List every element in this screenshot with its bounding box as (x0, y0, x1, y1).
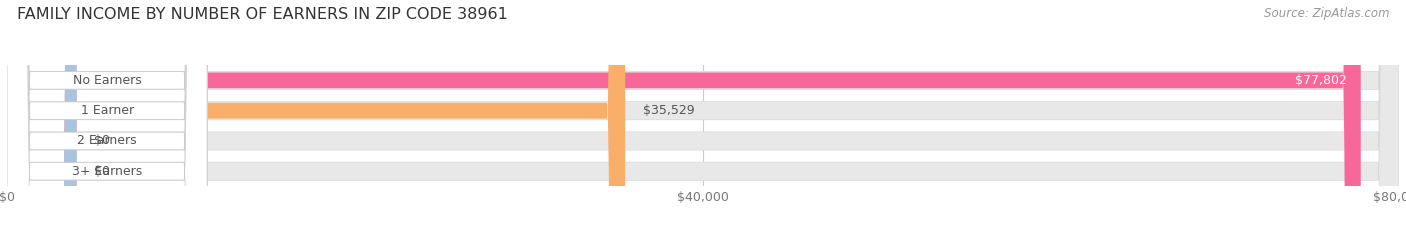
Text: Source: ZipAtlas.com: Source: ZipAtlas.com (1264, 7, 1389, 20)
FancyBboxPatch shape (7, 0, 207, 233)
FancyBboxPatch shape (7, 0, 77, 233)
Text: $0: $0 (94, 165, 110, 178)
FancyBboxPatch shape (7, 0, 626, 233)
Text: $35,529: $35,529 (643, 104, 695, 117)
Text: 1 Earner: 1 Earner (80, 104, 134, 117)
Text: 2 Earners: 2 Earners (77, 134, 136, 147)
FancyBboxPatch shape (7, 0, 1361, 233)
FancyBboxPatch shape (7, 0, 1399, 233)
FancyBboxPatch shape (7, 0, 77, 233)
FancyBboxPatch shape (7, 0, 207, 233)
Text: No Earners: No Earners (73, 74, 142, 87)
FancyBboxPatch shape (7, 0, 207, 233)
FancyBboxPatch shape (7, 0, 1399, 233)
Text: FAMILY INCOME BY NUMBER OF EARNERS IN ZIP CODE 38961: FAMILY INCOME BY NUMBER OF EARNERS IN ZI… (17, 7, 508, 22)
FancyBboxPatch shape (7, 0, 1399, 233)
Text: $0: $0 (94, 134, 110, 147)
FancyBboxPatch shape (7, 0, 1399, 233)
Text: 3+ Earners: 3+ Earners (72, 165, 142, 178)
FancyBboxPatch shape (7, 0, 207, 233)
Text: $77,802: $77,802 (1295, 74, 1347, 87)
